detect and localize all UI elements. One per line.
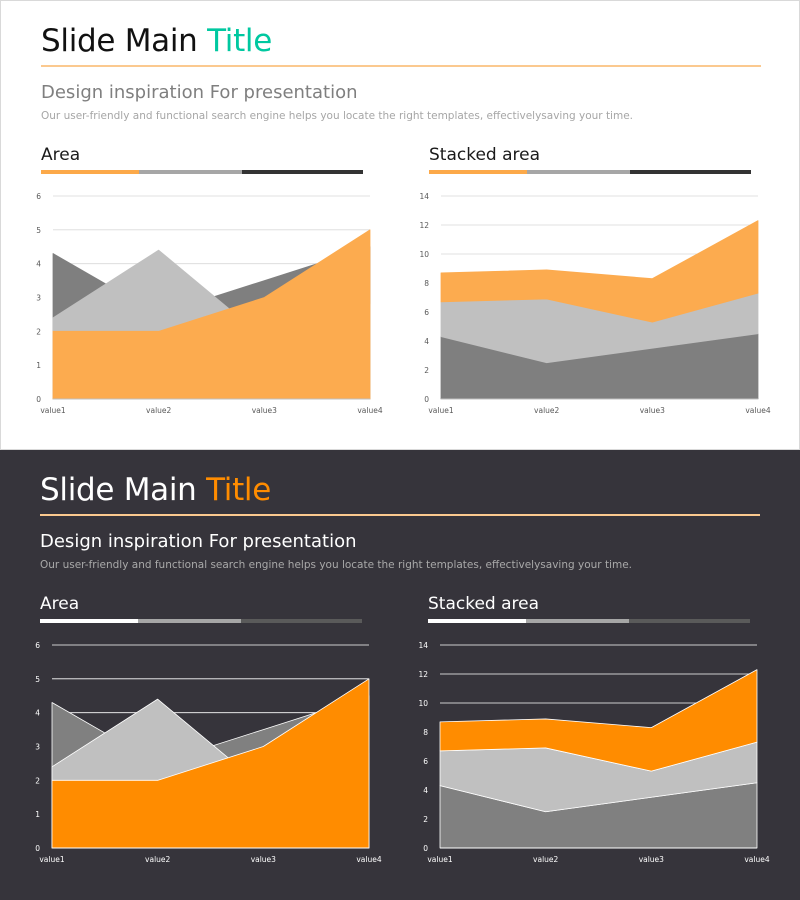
x-tick-label: value3 <box>252 406 277 415</box>
y-tick-label: 4 <box>423 786 428 795</box>
y-tick-label: 8 <box>424 279 429 288</box>
title-bar-segment <box>526 619 629 623</box>
slide-title: Slide Main Title <box>40 472 271 508</box>
x-tick-label: value1 <box>427 855 452 864</box>
y-tick-label: 6 <box>424 308 429 317</box>
y-tick-label: 4 <box>35 709 40 718</box>
area-chart-title-bar <box>40 619 362 623</box>
title-bar-segment <box>429 170 527 174</box>
title-bar-segment <box>629 619 750 623</box>
y-tick-label: 0 <box>35 844 40 853</box>
y-tick-label: 0 <box>423 844 428 853</box>
x-tick-label: value2 <box>534 406 559 415</box>
slide-subtitle: Design inspiration For presentation <box>41 82 358 103</box>
title-bar-segment <box>139 170 242 174</box>
x-tick-label: value4 <box>744 855 769 864</box>
y-tick-label: 6 <box>36 192 41 201</box>
stacked-area-chart-title: Stacked area <box>428 594 540 614</box>
stacked-area-chart: 0 2 4 6 8 10 12 14 value1 value2 value3 value4 <box>419 192 770 415</box>
x-tick-label: value1 <box>428 406 453 415</box>
area-chart-title: Area <box>41 145 81 165</box>
title-bar-segment <box>138 619 241 623</box>
y-tick-label: 6 <box>35 641 40 650</box>
y-tick-label: 10 <box>419 250 429 259</box>
y-tick-label: 12 <box>419 221 429 230</box>
x-tick-label: value2 <box>533 855 558 864</box>
x-tick-label: value1 <box>39 855 64 864</box>
y-tick-label: 2 <box>35 776 40 785</box>
title-bar-segment <box>40 619 138 623</box>
slide-description: Our user-friendly and functional search … <box>40 559 632 571</box>
area-chart-title: Area <box>40 594 80 614</box>
slide-title: Slide Main Title <box>41 23 272 59</box>
slide-title-accent: Title <box>207 23 273 59</box>
y-tick-label: 0 <box>36 395 41 404</box>
title-underline <box>41 65 761 67</box>
area-chart-title-bar <box>41 170 363 174</box>
y-tick-label: 5 <box>36 226 41 235</box>
y-tick-label: 4 <box>424 337 429 346</box>
title-bar-segment <box>527 170 630 174</box>
y-tick-label: 6 <box>423 757 428 766</box>
slide-subtitle: Design inspiration For presentation <box>40 531 357 552</box>
x-tick-label: value3 <box>639 855 664 864</box>
y-tick-label: 10 <box>418 699 428 708</box>
y-tick-label: 14 <box>418 641 428 650</box>
y-tick-label: 0 <box>424 395 429 404</box>
y-tick-label: 3 <box>36 294 41 303</box>
title-bar-segment <box>242 170 363 174</box>
x-tick-label: value4 <box>356 855 381 864</box>
stacked-area-chart: 0 2 4 6 8 10 12 14 value1 value2 value3 value4 <box>418 641 769 864</box>
title-bar-segment <box>41 170 139 174</box>
y-tick-label: 4 <box>36 260 41 269</box>
x-tick-label: value4 <box>357 406 382 415</box>
y-tick-label: 2 <box>423 815 428 824</box>
title-bar-segment <box>241 619 362 623</box>
title-bar-segment <box>630 170 751 174</box>
y-tick-label: 14 <box>419 192 429 201</box>
x-tick-label: value1 <box>40 406 65 415</box>
y-tick-label: 5 <box>35 675 40 684</box>
y-tick-label: 1 <box>35 810 40 819</box>
y-tick-label: 8 <box>423 728 428 737</box>
x-tick-label: value2 <box>145 855 170 864</box>
y-tick-label: 1 <box>36 361 41 370</box>
title-bar-segment <box>428 619 526 623</box>
y-tick-label: 12 <box>418 670 428 679</box>
x-tick-label: value2 <box>146 406 171 415</box>
y-tick-label: 3 <box>35 743 40 752</box>
y-tick-label: 2 <box>424 366 429 375</box>
slide-description: Our user-friendly and functional search … <box>41 110 633 122</box>
slide-dark: Slide Main Title Design inspiration For … <box>0 450 800 900</box>
area-chart: 0 1 2 3 4 5 6 value1 value2 value3 value4 <box>36 192 383 415</box>
slide-title-accent: Title <box>206 472 272 508</box>
stacked-area-chart-title-bar <box>429 170 751 174</box>
x-tick-label: value3 <box>640 406 665 415</box>
area-series-3 <box>439 669 758 772</box>
stacked-area-chart-title-bar <box>428 619 750 623</box>
area-series-3 <box>440 220 759 323</box>
area-chart: 0 1 2 3 4 5 6 value1 value2 value3 value4 <box>35 641 382 864</box>
slide-light: Slide Main Title Design inspiration For … <box>0 0 800 450</box>
y-tick-label: 2 <box>36 327 41 336</box>
x-tick-label: value3 <box>251 855 276 864</box>
slide-title-main: Slide Main <box>41 23 198 59</box>
slide-title-main: Slide Main <box>40 472 197 508</box>
stacked-area-chart-title: Stacked area <box>429 145 541 165</box>
title-underline <box>40 514 760 516</box>
x-tick-label: value4 <box>745 406 770 415</box>
